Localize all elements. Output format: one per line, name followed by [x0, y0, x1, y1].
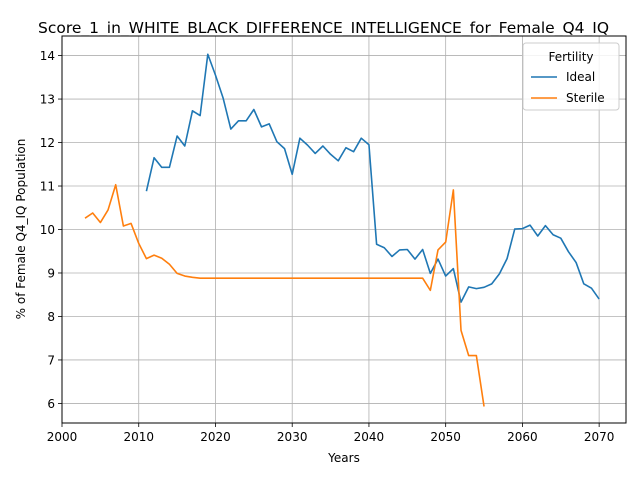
- x-tick-label: 2030: [277, 430, 308, 444]
- series-line-ideal: [145, 53, 600, 303]
- x-tick-label: 2040: [354, 430, 385, 444]
- y-tick-label: 9: [47, 266, 55, 280]
- series-line-sterile: [84, 183, 485, 407]
- x-tick-label: 2010: [123, 430, 154, 444]
- x-tick-label: 2070: [584, 430, 615, 444]
- y-tick-label: 13: [40, 93, 55, 107]
- x-tick-label: 2060: [507, 430, 538, 444]
- legend-label-sterile: Sterile: [566, 91, 605, 105]
- series-lines: [84, 53, 600, 407]
- legend: Fertility Ideal Sterile: [522, 42, 620, 111]
- legend-title: Fertility: [548, 50, 593, 64]
- y-tick-label: 14: [40, 49, 55, 63]
- x-tick-label: 2020: [200, 430, 231, 444]
- y-axis-ticks: 6 7 8 9 10 11 12 13 14: [40, 49, 62, 411]
- x-tick-label: 2000: [47, 430, 78, 444]
- chart-title: Score_1_in_WHITE_BLACK_DIFFERENCE_INTELL…: [38, 19, 609, 38]
- y-axis-label: % of Female Q4_IQ Population: [14, 139, 28, 320]
- y-tick-label: 6: [47, 397, 55, 411]
- legend-label-ideal: Ideal: [566, 70, 595, 84]
- y-tick-label: 12: [40, 136, 55, 150]
- y-tick-label: 11: [40, 180, 55, 194]
- x-axis-label: Years: [327, 451, 360, 465]
- legend-box: [522, 42, 620, 111]
- x-axis-ticks: 2000 2010 2020 2030 2040 2050 2060 2070: [47, 423, 615, 444]
- y-tick-label: 10: [40, 223, 55, 237]
- y-tick-label: 8: [47, 310, 55, 324]
- x-tick-label: 2050: [430, 430, 461, 444]
- grid-lines: [61, 36, 626, 423]
- y-tick-label: 7: [47, 353, 55, 367]
